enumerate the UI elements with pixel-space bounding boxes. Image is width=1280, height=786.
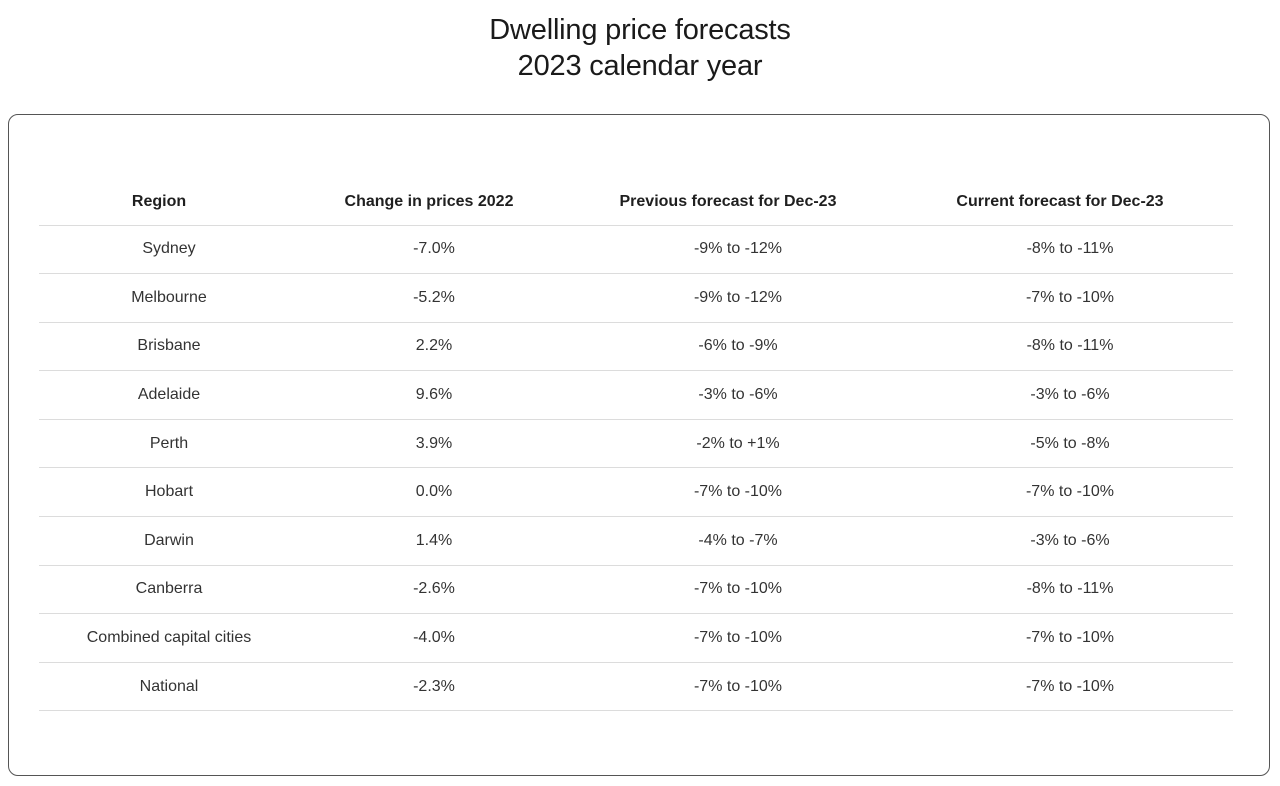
column-header-change-2022: Change in prices 2022 <box>299 179 569 226</box>
table-header-row: Region Change in prices 2022 Previous fo… <box>39 179 1233 226</box>
cell-current-forecast: -7% to -10% <box>907 273 1233 323</box>
cell-previous-forecast: -7% to -10% <box>569 565 907 615</box>
table-row: National -2.3% -7% to -10% -7% to -10% <box>39 662 1233 712</box>
title-line-1: Dwelling price forecasts <box>489 14 791 46</box>
cell-previous-forecast: -7% to -10% <box>569 613 907 663</box>
cell-current-forecast: -3% to -6% <box>907 370 1233 420</box>
cell-previous-forecast: -3% to -6% <box>569 370 907 420</box>
cell-region: Perth <box>39 419 299 469</box>
cell-previous-forecast: -2% to +1% <box>569 419 907 469</box>
cell-region: Melbourne <box>39 273 299 323</box>
table-row: Adelaide 9.6% -3% to -6% -3% to -6% <box>39 370 1233 420</box>
cell-change-2022: 1.4% <box>299 516 569 566</box>
cell-previous-forecast: -4% to -7% <box>569 516 907 566</box>
table-row: Combined capital cities -4.0% -7% to -10… <box>39 613 1233 663</box>
page-title: Dwelling price forecasts 2023 calendar y… <box>0 12 1280 84</box>
column-header-previous-forecast: Previous forecast for Dec-23 <box>569 179 907 226</box>
cell-region: National <box>39 662 299 712</box>
cell-region: Canberra <box>39 565 299 615</box>
table-row: Melbourne -5.2% -9% to -12% -7% to -10% <box>39 273 1233 323</box>
cell-change-2022: -2.6% <box>299 565 569 615</box>
column-header-region: Region <box>39 179 299 226</box>
cell-change-2022: 3.9% <box>299 419 569 469</box>
cell-region: Combined capital cities <box>39 613 299 663</box>
cell-change-2022: 9.6% <box>299 370 569 420</box>
cell-current-forecast: -8% to -11% <box>907 322 1233 372</box>
cell-region: Brisbane <box>39 322 299 372</box>
cell-region: Darwin <box>39 516 299 566</box>
cell-change-2022: -2.3% <box>299 662 569 712</box>
cell-previous-forecast: -6% to -9% <box>569 322 907 372</box>
table-row: Brisbane 2.2% -6% to -9% -8% to -11% <box>39 322 1233 372</box>
cell-region: Hobart <box>39 467 299 518</box>
table-body: Sydney -7.0% -9% to -12% -8% to -11% Mel… <box>39 225 1233 712</box>
cell-change-2022: 2.2% <box>299 322 569 372</box>
forecast-table-card: Region Change in prices 2022 Previous fo… <box>8 114 1270 776</box>
cell-current-forecast: -7% to -10% <box>907 613 1233 663</box>
cell-current-forecast: -7% to -10% <box>907 662 1233 712</box>
cell-previous-forecast: -9% to -12% <box>569 225 907 275</box>
cell-previous-forecast: -7% to -10% <box>569 662 907 712</box>
cell-change-2022: -4.0% <box>299 613 569 663</box>
title-line-2: 2023 calendar year <box>517 50 763 82</box>
table-row: Hobart 0.0% -7% to -10% -7% to -10% <box>39 467 1233 518</box>
cell-current-forecast: -3% to -6% <box>907 516 1233 566</box>
cell-current-forecast: -5% to -8% <box>907 419 1233 469</box>
cell-previous-forecast: -9% to -12% <box>569 273 907 323</box>
cell-current-forecast: -8% to -11% <box>907 225 1233 275</box>
cell-region: Adelaide <box>39 370 299 420</box>
cell-current-forecast: -7% to -10% <box>907 467 1233 518</box>
cell-region: Sydney <box>39 225 299 275</box>
cell-change-2022: -7.0% <box>299 225 569 275</box>
table-row: Darwin 1.4% -4% to -7% -3% to -6% <box>39 516 1233 566</box>
table-row: Canberra -2.6% -7% to -10% -8% to -11% <box>39 565 1233 615</box>
cell-current-forecast: -8% to -11% <box>907 565 1233 615</box>
cell-previous-forecast: -7% to -10% <box>569 467 907 518</box>
cell-change-2022: -5.2% <box>299 273 569 323</box>
table-row: Sydney -7.0% -9% to -12% -8% to -11% <box>39 225 1233 275</box>
forecast-table: Region Change in prices 2022 Previous fo… <box>39 179 1233 712</box>
column-header-current-forecast: Current forecast for Dec-23 <box>907 179 1233 226</box>
cell-change-2022: 0.0% <box>299 467 569 518</box>
table-row: Perth 3.9% -2% to +1% -5% to -8% <box>39 419 1233 469</box>
